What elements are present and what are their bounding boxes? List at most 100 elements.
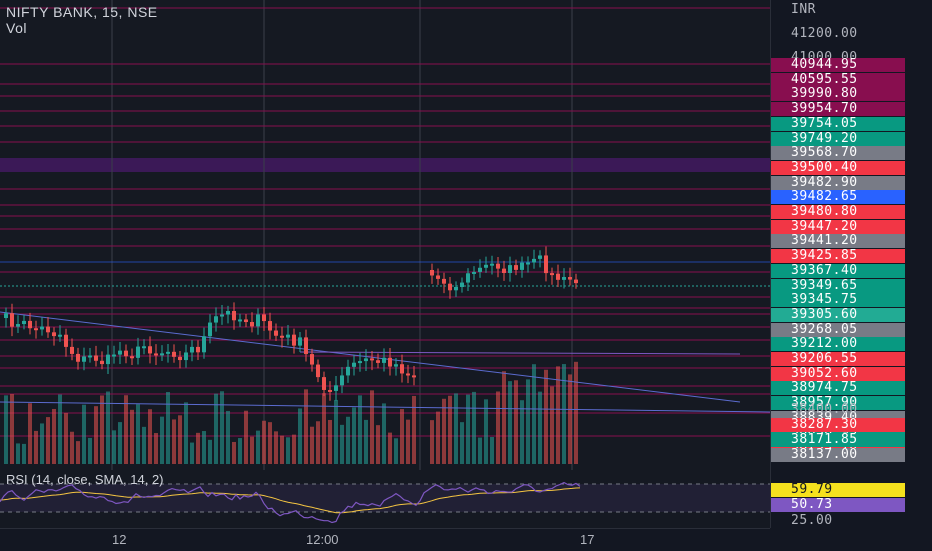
candle-body <box>22 320 26 325</box>
volume-bar <box>256 430 260 464</box>
volume-bar <box>268 422 272 464</box>
candle-body <box>238 319 242 322</box>
candle-body <box>370 358 374 361</box>
candle-body <box>76 353 80 362</box>
candlestick-chart[interactable] <box>0 0 770 470</box>
time-label-17: 17 <box>580 532 595 547</box>
price-tag: 39568.70 <box>771 146 905 161</box>
candle-body <box>322 377 326 390</box>
volume-bar <box>82 404 86 464</box>
volume-bar <box>568 374 572 464</box>
volume-bar <box>196 432 200 464</box>
volume-bar <box>58 394 62 464</box>
volume-bar <box>442 398 446 464</box>
candle-body <box>28 320 32 329</box>
candle-body <box>472 271 476 274</box>
volume-bar <box>142 426 146 464</box>
price-tag: 38171.85 <box>771 433 905 447</box>
price-tag: 40944.95 <box>771 58 905 72</box>
volume-bar <box>232 441 236 464</box>
price-tag: 39990.80 <box>771 87 905 102</box>
volume-bar <box>346 416 350 464</box>
trendline <box>0 401 770 413</box>
volume-bar <box>160 416 164 464</box>
candle-body <box>280 335 284 338</box>
price-tag: 38137.00 <box>771 448 905 462</box>
candle-body <box>70 346 74 354</box>
volume-bar <box>70 431 74 464</box>
symbol-title[interactable]: NIFTY BANK, 15, NSE <box>6 4 158 20</box>
price-tag: 38287.30 <box>771 418 905 432</box>
candle-body <box>352 362 356 367</box>
volume-bar <box>412 395 416 464</box>
price-tag: 38957.90 <box>771 396 905 411</box>
price-tag: 39305.60 <box>771 307 905 322</box>
candle-body <box>244 319 248 323</box>
volume-bar <box>40 423 44 464</box>
volume-bar <box>328 419 332 464</box>
trendline <box>0 311 741 403</box>
candle-body <box>58 334 62 337</box>
volume-bar <box>34 430 38 464</box>
candle-body <box>466 273 470 283</box>
volume-bar <box>94 406 98 464</box>
volume-bar <box>430 420 434 464</box>
price-scale[interactable]: INR 41200.00 41000.00 40944.9540595.5539… <box>770 0 932 528</box>
horizontal-levels <box>0 0 770 470</box>
volume-bar <box>376 425 380 464</box>
candle-body <box>202 336 206 353</box>
candle-body <box>10 313 14 327</box>
candle-body <box>400 364 404 374</box>
volume-bar <box>382 403 386 464</box>
volume-bar <box>544 369 548 464</box>
price-tag: 39749.20 <box>771 131 905 146</box>
volume-label[interactable]: Vol <box>6 20 27 36</box>
candle-body <box>16 324 20 327</box>
candle-body <box>160 353 164 356</box>
volume-bar <box>286 437 290 464</box>
volume-bar <box>490 436 494 464</box>
rsi-legend[interactable]: RSI (14, close, SMA, 14, 2) <box>6 472 164 487</box>
candle-body <box>292 334 296 346</box>
trendline <box>299 351 741 355</box>
candle-body <box>124 350 128 357</box>
candle-body <box>250 322 254 327</box>
volume-bar <box>280 435 284 464</box>
volume-bar <box>22 443 26 464</box>
time-axis[interactable]: 12 12:00 17 <box>0 528 770 551</box>
candle-body <box>232 311 236 321</box>
candle-body <box>412 375 416 378</box>
candle-body <box>52 332 56 337</box>
candle-body <box>388 357 392 367</box>
candle-body <box>100 360 104 365</box>
candle-body <box>88 355 92 358</box>
price-tag: 39349.65 <box>771 278 905 293</box>
volume-bar <box>334 399 338 464</box>
candle-body <box>394 364 398 367</box>
volume-bar <box>394 438 398 464</box>
volume-bar <box>118 422 122 464</box>
volume-bar <box>172 419 176 464</box>
candle-body <box>538 255 542 259</box>
volume-bar <box>124 395 128 464</box>
volume-bar <box>88 437 92 464</box>
volume-bar <box>16 443 20 464</box>
price-label-38400: 38400.00 <box>791 402 858 417</box>
candle-body <box>220 314 224 317</box>
volume-bar <box>52 408 56 464</box>
price-chart[interactable]: NIFTY BANK, 15, NSE Vol <box>0 0 770 470</box>
candle-body <box>568 277 572 280</box>
candle-body <box>286 334 290 338</box>
candle-body <box>430 270 434 276</box>
price-tag: 39367.40 <box>771 263 905 278</box>
volume-bar <box>454 393 458 464</box>
volume-bar <box>538 391 542 464</box>
volume-bar <box>190 442 194 464</box>
candle-body <box>106 354 110 365</box>
rsi-pane[interactable]: RSI (14, close, SMA, 14, 2) <box>0 470 770 528</box>
volume-bar <box>340 424 344 464</box>
candle-body <box>364 358 368 362</box>
volume-bar <box>574 361 578 464</box>
volume-bars <box>4 361 578 464</box>
volume-bar <box>352 407 356 464</box>
